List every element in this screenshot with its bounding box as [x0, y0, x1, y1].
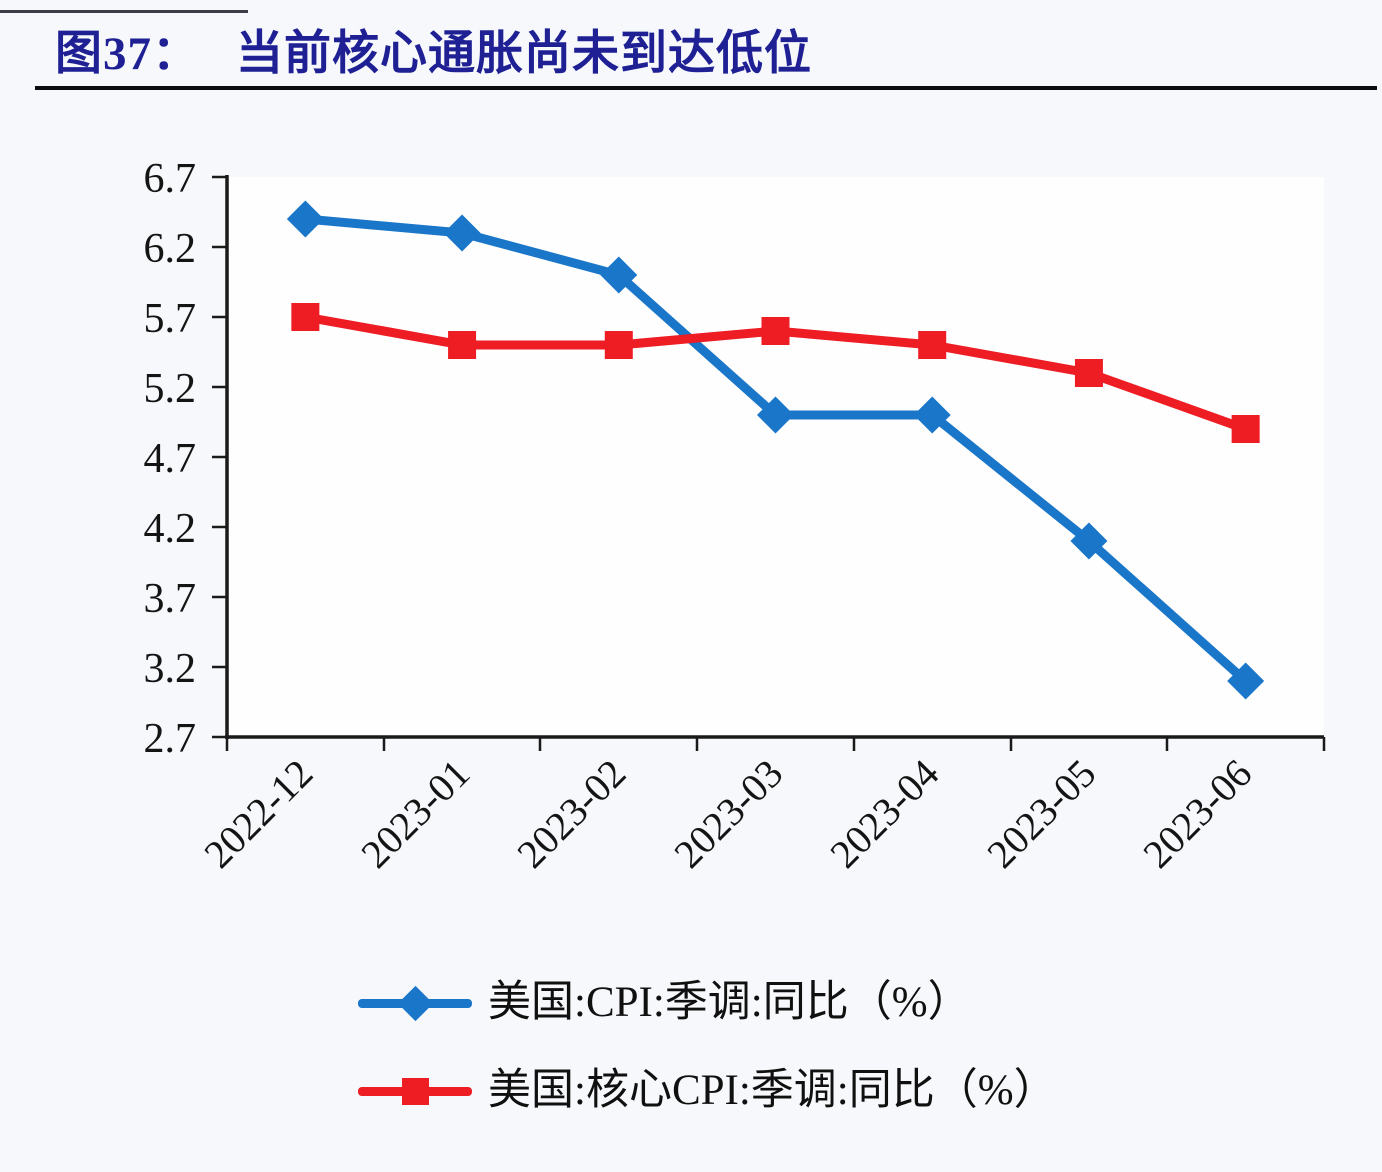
legend-sample-core-cpi [358, 1060, 472, 1122]
figure-number-label: 图37： [55, 28, 200, 80]
diamond-marker-icon [600, 256, 638, 294]
legend-sample-cpi [358, 972, 472, 1034]
figure-title: 图37： 当前核心通胀尚未到达低位 [55, 14, 1355, 83]
y-tick-label: 2.7 [144, 716, 197, 762]
diamond-marker-icon [443, 214, 481, 252]
square-marker-icon [604, 331, 633, 359]
square-marker-icon [761, 317, 790, 345]
diamond-marker-icon [397, 985, 434, 1022]
square-marker-icon [448, 331, 477, 359]
y-tick-label: 3.7 [144, 576, 197, 622]
x-tick-label: 2023-02 [508, 751, 634, 877]
legend-item-core-cpi: 美国:核心CPI:季调:同比（%） [358, 1060, 1057, 1122]
series-layer [286, 200, 1265, 700]
y-axis-labels: 6.7 6.2 5.7 5.2 4.7 4.2 3.7 3.2 2.7 [144, 156, 197, 762]
y-tick-label: 5.7 [144, 296, 197, 342]
diamond-marker-icon [757, 396, 794, 434]
diamond-marker-icon [286, 200, 324, 238]
x-tick-label: 2023-05 [978, 751, 1104, 877]
square-marker-icon [402, 1078, 429, 1105]
square-marker-icon [291, 303, 320, 331]
square-marker-icon [918, 331, 947, 359]
y-tick-label: 4.2 [144, 506, 197, 552]
legend-item-cpi: 美国:CPI:季调:同比（%） [358, 972, 1057, 1034]
chart-legend: 美国:CPI:季调:同比（%） 美国:核心CPI:季调:同比（%） [358, 972, 1057, 1122]
y-tick-label: 3.2 [144, 646, 197, 692]
axes [225, 175, 1324, 739]
diamond-marker-icon [1227, 662, 1265, 700]
title-divider-rule [35, 86, 1377, 90]
x-tick-label: 2023-03 [665, 751, 791, 877]
figure-title-text: 当前核心通胀尚未到达低位 [236, 28, 812, 80]
plot-area [229, 177, 1324, 737]
legend-label-core-cpi: 美国:核心CPI:季调:同比（%） [488, 1067, 1057, 1114]
x-tick-label: 2023-06 [1134, 751, 1260, 877]
legend-label-cpi: 美国:CPI:季调:同比（%） [488, 979, 971, 1026]
diamond-marker-icon [913, 396, 951, 434]
square-marker-icon [1231, 415, 1260, 443]
x-tick-label: 2023-04 [821, 751, 947, 877]
y-tick-label: 5.2 [144, 366, 197, 412]
x-tick-label: 2023-01 [352, 751, 478, 877]
square-marker-icon [1074, 359, 1103, 387]
y-tick-label: 4.7 [144, 436, 197, 482]
x-axis-ticks [225, 737, 1326, 751]
table-border-fragment [0, 10, 248, 13]
x-tick-label: 2022-12 [195, 751, 321, 877]
y-tick-label: 6.7 [144, 156, 197, 202]
x-axis-labels: 2022-12 2023-01 2023-02 2023-03 2023-04 … [195, 751, 1260, 877]
y-tick-label: 6.2 [144, 226, 197, 272]
diamond-marker-icon [1070, 522, 1108, 560]
y-axis-ticks [212, 175, 227, 739]
